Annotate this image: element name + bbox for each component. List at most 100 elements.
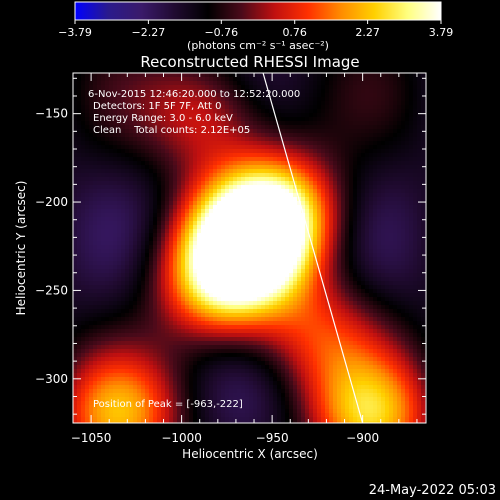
heatmap-cell <box>341 245 346 250</box>
heatmap-cell <box>401 197 406 202</box>
heatmap-cell <box>201 89 206 94</box>
heatmap-cell <box>169 113 174 118</box>
heatmap-cell <box>269 121 274 126</box>
heatmap-cell <box>217 225 222 230</box>
heatmap-cell <box>229 237 234 242</box>
heatmap-cell <box>197 281 202 286</box>
heatmap-cell <box>337 141 342 146</box>
heatmap-cell <box>153 273 158 278</box>
heatmap-cell <box>209 137 214 142</box>
heatmap-cell <box>361 157 366 162</box>
heatmap-cell <box>93 229 98 234</box>
heatmap-cell <box>385 241 390 246</box>
heatmap-cell <box>177 161 182 166</box>
heatmap-cell <box>373 277 378 282</box>
heatmap-cell <box>377 133 382 138</box>
heatmap-cell <box>145 241 150 246</box>
heatmap-cell <box>269 129 274 134</box>
heatmap-cell <box>97 257 102 262</box>
heatmap-cell <box>341 185 346 190</box>
heatmap-cell <box>197 201 202 206</box>
heatmap-cell <box>181 201 186 206</box>
heatmap-cell <box>389 173 394 178</box>
heatmap-cell <box>397 241 402 246</box>
heatmap-cell <box>281 281 286 286</box>
heatmap-cell <box>417 261 422 266</box>
heatmap-cell <box>121 133 126 138</box>
heatmap-cell <box>137 241 142 246</box>
heatmap-cell <box>417 141 422 146</box>
heatmap-cell <box>153 221 158 226</box>
heatmap-cell <box>401 165 406 170</box>
heatmap-cell <box>117 117 122 122</box>
heatmap-cell <box>345 265 350 270</box>
heatmap-cell <box>141 185 146 190</box>
heatmap-cell <box>253 273 258 278</box>
heatmap-cell <box>161 97 166 102</box>
heatmap-cell <box>365 193 370 198</box>
heatmap-cell <box>153 105 158 110</box>
heatmap-cell <box>73 173 78 178</box>
heatmap-cell <box>413 289 418 294</box>
heatmap-cell <box>93 137 98 142</box>
heatmap-cell <box>249 189 254 194</box>
heatmap-cell <box>301 149 306 154</box>
heatmap-cell <box>253 197 258 202</box>
heatmap-cell <box>413 121 418 126</box>
heatmap-cell <box>233 145 238 150</box>
heatmap-cell <box>229 193 234 198</box>
heatmap-cell <box>409 177 414 182</box>
heatmap-cell <box>201 97 206 102</box>
heatmap-cell <box>173 217 178 222</box>
heatmap-cell <box>337 129 342 134</box>
heatmap-cell <box>129 149 134 154</box>
heatmap-cell <box>193 221 198 226</box>
heatmap-cell <box>405 117 410 122</box>
heatmap-cell <box>145 293 150 298</box>
heatmap-cell <box>253 193 258 198</box>
heatmap-cell <box>217 241 222 246</box>
heatmap-cell <box>249 217 254 222</box>
heatmap-cell <box>369 225 374 230</box>
heatmap-cell <box>109 185 114 190</box>
heatmap-cell <box>349 205 354 210</box>
heatmap-cell <box>81 129 86 134</box>
heatmap-cell <box>409 137 414 142</box>
heatmap-cell <box>149 253 154 258</box>
heatmap-cell <box>77 249 82 254</box>
heatmap-cell <box>213 165 218 170</box>
heatmap-cell <box>113 157 118 162</box>
heatmap-cell <box>305 85 310 90</box>
heatmap-cell <box>125 253 130 258</box>
heatmap-cell <box>229 277 234 282</box>
heatmap-cell <box>81 97 86 102</box>
heatmap-cell <box>169 97 174 102</box>
heatmap-cell <box>81 217 86 222</box>
heatmap-cell <box>189 285 194 290</box>
heatmap-cell <box>157 113 162 118</box>
heatmap-cell <box>281 197 286 202</box>
heatmap-cell <box>317 161 322 166</box>
heatmap-cell <box>377 121 382 126</box>
heatmap-cell <box>81 225 86 230</box>
heatmap-cell <box>225 129 230 134</box>
heatmap-cell <box>321 225 326 230</box>
heatmap-cell <box>357 245 362 250</box>
heatmap-cell <box>233 97 238 102</box>
heatmap-cell <box>109 77 114 82</box>
heatmap-cell <box>277 249 282 254</box>
heatmap-cell <box>129 249 134 254</box>
heatmap-cell <box>413 281 418 286</box>
heatmap-cell <box>221 145 226 150</box>
heatmap-cell <box>309 257 314 262</box>
heatmap-cell <box>369 137 374 142</box>
heatmap-cell <box>389 285 394 290</box>
heatmap-cell <box>281 121 286 126</box>
heatmap-cell <box>361 149 366 154</box>
heatmap-cell <box>237 121 242 126</box>
heatmap-cell <box>297 185 302 190</box>
heatmap-cell <box>401 205 406 210</box>
heatmap-cell <box>181 85 186 90</box>
heatmap-cell <box>77 93 82 98</box>
heatmap-cell <box>177 233 182 238</box>
